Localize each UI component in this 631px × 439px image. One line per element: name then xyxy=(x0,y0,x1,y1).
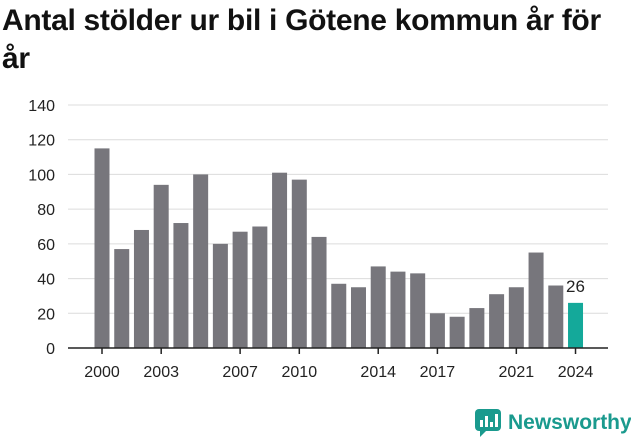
y-tick-label: 60 xyxy=(37,237,55,254)
y-tick-label: 0 xyxy=(46,341,55,358)
gridlines xyxy=(68,104,608,314)
bar xyxy=(94,148,110,348)
y-tick-label: 20 xyxy=(37,306,55,323)
bar xyxy=(232,231,248,348)
bar xyxy=(114,249,130,348)
x-tick-label: 2017 xyxy=(420,364,456,381)
y-tick-label: 80 xyxy=(37,202,55,219)
bar xyxy=(311,236,327,348)
x-tick-label: 2010 xyxy=(282,364,318,381)
x-axis-ticks: 2000 2003 2007 2010 2014 2017 2021 2024 xyxy=(84,348,593,381)
newsworthy-logo-icon xyxy=(475,409,501,437)
bar xyxy=(508,287,524,348)
bar xyxy=(291,179,307,348)
bar xyxy=(153,184,169,348)
y-tick-label: 140 xyxy=(28,98,55,115)
bar xyxy=(469,308,485,348)
chart-title: Antal stölder ur bil i Götene kommun år … xyxy=(2,4,601,75)
bar xyxy=(193,174,209,348)
bar xyxy=(449,316,465,348)
data-label: 26 xyxy=(566,277,585,296)
x-tick-label: 2007 xyxy=(222,364,258,381)
newsworthy-logo[interactable]: Newsworthy xyxy=(474,407,631,439)
bar xyxy=(252,226,268,348)
x-tick-label: 2021 xyxy=(499,364,535,381)
bar xyxy=(528,252,544,348)
x-tick-label: 2003 xyxy=(143,364,179,381)
brand-name: Newsworthy xyxy=(508,411,631,434)
bars xyxy=(94,148,584,348)
y-tick-label: 40 xyxy=(37,272,55,289)
bar xyxy=(173,223,189,348)
bar xyxy=(489,294,505,348)
data-labels: 26 xyxy=(566,277,585,296)
bar xyxy=(548,285,564,348)
bar xyxy=(390,271,406,348)
bar xyxy=(370,266,386,348)
bar xyxy=(410,273,426,348)
bar xyxy=(429,313,445,348)
bar xyxy=(350,287,366,348)
x-tick-label: 2000 xyxy=(84,364,120,381)
y-tick-label: 100 xyxy=(28,167,55,184)
y-axis-ticks: 0 20 40 60 80 100 120 140 xyxy=(28,98,55,358)
bar xyxy=(331,283,347,348)
x-tick-label: 2014 xyxy=(360,364,396,381)
bar xyxy=(272,172,288,348)
x-tick-label: 2024 xyxy=(558,364,594,381)
bar xyxy=(212,243,228,348)
bar xyxy=(133,229,149,348)
bar xyxy=(568,302,584,348)
y-tick-label: 120 xyxy=(28,133,55,150)
